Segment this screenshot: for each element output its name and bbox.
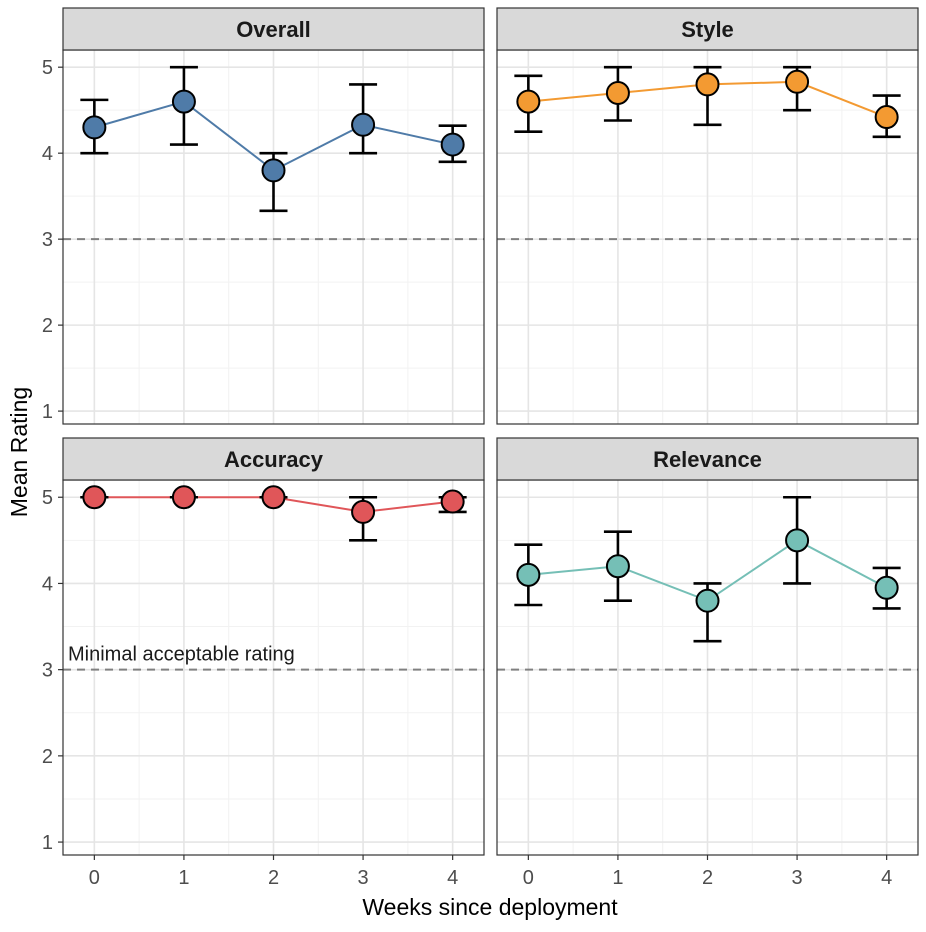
data-point xyxy=(785,69,810,94)
data-point xyxy=(605,554,630,579)
y-axis-title: Mean Rating xyxy=(6,387,32,517)
y-tick-label: 4 xyxy=(42,143,53,165)
x-tick-label: 3 xyxy=(792,867,803,889)
data-point xyxy=(261,485,286,510)
data-point xyxy=(261,158,286,183)
strip-background xyxy=(62,437,485,481)
strip-title-accuracy: Accuracy xyxy=(224,447,324,472)
x-tick-label: 3 xyxy=(358,867,369,889)
y-tick-label: 5 xyxy=(42,57,53,79)
y-tick-label: 5 xyxy=(42,487,53,509)
x-tick-label: 2 xyxy=(702,867,713,889)
x-tick-label: 0 xyxy=(523,867,534,889)
panel-accuracy: Minimal acceptable rating Accuracy 1 2 3 4 5 0 1… xyxy=(42,437,485,889)
x-tick-label: 1 xyxy=(178,867,189,889)
data-point xyxy=(82,115,107,140)
strip-background xyxy=(496,7,919,51)
data-point xyxy=(695,588,720,613)
y-tick-label: 1 xyxy=(42,832,53,854)
panel-relevance: Relevance 0 1 2 3 4 xyxy=(496,437,919,889)
data-point xyxy=(785,528,810,553)
x-tick-label: 1 xyxy=(612,867,623,889)
data-point xyxy=(874,575,899,600)
x-axis-title: Weeks since deployment xyxy=(362,894,618,920)
reference-line-label: Minimal acceptable rating xyxy=(68,644,295,666)
x-tick-label: 0 xyxy=(89,867,100,889)
y-tick-label: 1 xyxy=(42,401,53,423)
x-tick-label: 4 xyxy=(881,867,892,889)
panel-style: Style xyxy=(496,7,919,425)
data-point xyxy=(516,89,541,114)
data-point xyxy=(440,489,465,514)
y-tick-label: 2 xyxy=(42,315,53,337)
data-point xyxy=(874,105,899,130)
x-tick-label: 2 xyxy=(268,867,279,889)
data-point xyxy=(516,562,541,587)
y-tick-label: 3 xyxy=(42,660,53,682)
data-point xyxy=(351,499,376,524)
data-point xyxy=(171,485,196,510)
data-point xyxy=(171,89,196,114)
x-tick-label: 4 xyxy=(447,867,458,889)
data-point xyxy=(82,485,107,510)
y-tick-label: 3 xyxy=(42,229,53,251)
data-point xyxy=(605,80,630,105)
panel-overall: Overall 1 2 3 4 5 xyxy=(42,7,485,425)
strip-background xyxy=(496,437,919,481)
data-point xyxy=(351,112,376,137)
data-point xyxy=(440,132,465,157)
strip-title-relevance: Relevance xyxy=(653,447,762,472)
strip-background xyxy=(62,7,485,51)
y-tick-label: 2 xyxy=(42,746,53,768)
y-tick-label: 4 xyxy=(42,573,53,595)
strip-title-style: Style xyxy=(681,17,734,42)
strip-title-overall: Overall xyxy=(236,17,311,42)
data-point xyxy=(695,72,720,97)
